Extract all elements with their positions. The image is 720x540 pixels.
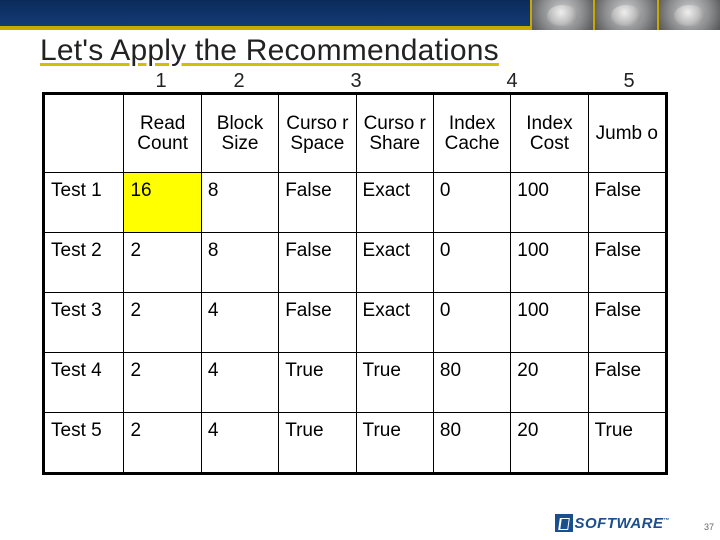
colnum-2: 2 [200,70,278,93]
cell-cspace: True [279,353,356,413]
cell-cspace: False [279,173,356,233]
cell-icache: 0 [433,293,510,353]
cell-cspace: True [279,413,356,473]
table-row: Test 3 2 4 False Exact 0 100 False [45,293,666,353]
cell-cshare: Exact [356,233,433,293]
cell-block: 4 [201,353,278,413]
cell-icost: 20 [511,353,588,413]
cell-cshare: True [356,413,433,473]
th-blank [45,95,124,173]
cell-icost: 100 [511,293,588,353]
table-row: Test 2 2 8 False Exact 0 100 False [45,233,666,293]
colnum-3: 3 [278,70,434,93]
slide: Let's Apply the Recommendations 1 2 3 4 … [0,0,720,540]
cell-icache: 80 [433,413,510,473]
cell-read: 2 [124,353,201,413]
header-band [0,0,720,30]
cell-cspace: False [279,293,356,353]
cell-icost: 100 [511,173,588,233]
th-cursor-space: Curso r Space [279,95,356,173]
cell-cspace: False [279,233,356,293]
main-table-wrap: Read Count Block Size Curso r Space Curs… [42,92,668,475]
header-photo-icon [530,0,593,30]
cell-read: 2 [124,293,201,353]
cell-block: 8 [201,233,278,293]
row-label: Test 5 [45,413,124,473]
row-label: Test 2 [45,233,124,293]
table-row: Test 4 2 4 True True 80 20 False [45,353,666,413]
header-photo-icon [593,0,656,30]
cell-icost: 100 [511,233,588,293]
cell-icost: 20 [511,413,588,473]
cell-read: 2 [124,413,201,473]
column-numbers-row: 1 2 3 4 5 [42,70,668,93]
cell-jumbo: False [588,293,665,353]
colnum-1: 1 [122,70,200,93]
cell-block: 8 [201,173,278,233]
cell-block: 4 [201,413,278,473]
cell-jumbo: False [588,233,665,293]
main-table: Read Count Block Size Curso r Space Curs… [44,94,666,473]
page-number: 37 [704,522,714,532]
th-block-size: Block Size [201,95,278,173]
cell-jumbo: True [588,413,665,473]
cell-jumbo: False [588,353,665,413]
table-row: Test 1 16 8 False Exact 0 100 False [45,173,666,233]
th-index-cache: Index Cache [433,95,510,173]
row-label: Test 4 [45,353,124,413]
row-label: Test 3 [45,293,124,353]
table-row: Test 5 2 4 True True 80 20 True [45,413,666,473]
colnum-4: 4 [434,70,590,93]
header-photo-strip [530,0,720,30]
th-read-count: Read Count [124,95,201,173]
cell-cshare: True [356,353,433,413]
logo-text: SOFTWARE™ [575,515,671,532]
th-cursor-share: Curso r Share [356,95,433,173]
cell-icache: 80 [433,353,510,413]
cell-cshare: Exact [356,173,433,233]
colnum-5: 5 [590,70,668,93]
logo-brand: SOFTWARE [575,515,664,532]
logo-tm: ™ [664,518,671,524]
table-header-row: Read Count Block Size Curso r Space Curs… [45,95,666,173]
th-index-cost: Index Cost [511,95,588,173]
th-jumbo: Jumb o [588,95,665,173]
slide-title: Let's Apply the Recommendations [40,34,499,68]
cell-block: 4 [201,293,278,353]
logo-mark-icon [555,514,573,532]
cell-read: 2 [124,233,201,293]
cell-read: 16 [124,173,201,233]
cell-icache: 0 [433,173,510,233]
cell-icache: 0 [433,233,510,293]
header-photo-icon [657,0,720,30]
footer-logo: SOFTWARE™ [555,512,671,534]
colnum-spacer [42,70,122,93]
cell-cshare: Exact [356,293,433,353]
row-label: Test 1 [45,173,124,233]
cell-jumbo: False [588,173,665,233]
